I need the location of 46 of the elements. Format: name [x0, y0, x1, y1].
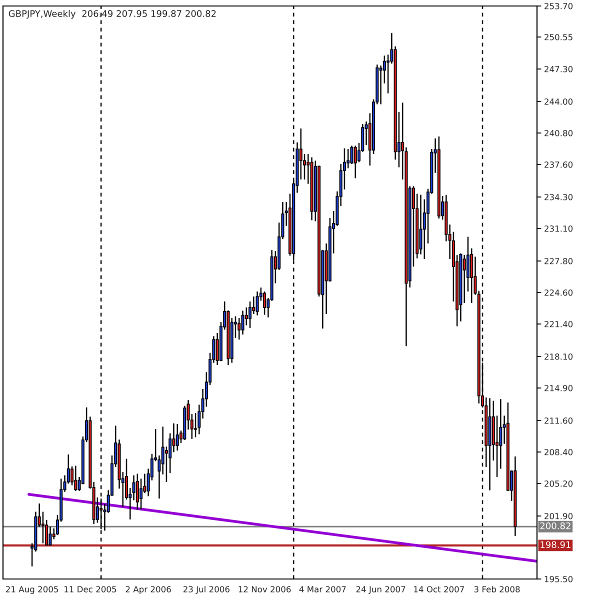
x-tick-label: 23 Jul 2006 [183, 586, 230, 594]
candlestick [136, 473, 139, 510]
y-tick-label: 253.70 [544, 2, 573, 10]
candlestick [252, 296, 256, 315]
y-tick-label: 205.20 [544, 480, 573, 487]
ref-line-label: 198.91 [540, 541, 570, 548]
y-tick-label: 247.30 [544, 66, 573, 72]
y-tick-label: 224.60 [544, 289, 573, 296]
candlestick [354, 145, 357, 179]
candlestick [176, 423, 179, 452]
candlestick [140, 478, 143, 510]
y-tick-label: 214.90 [544, 384, 573, 392]
y-tick-label: 231.10 [544, 225, 573, 232]
x-tick-label: 4 Mar 2007 [299, 586, 346, 592]
x-tick-label: 2 Apr 2006 [126, 586, 171, 594]
y-tick-label: 211.60 [544, 417, 573, 424]
y-tick-label: 195.50 [544, 576, 573, 582]
y-tick-label: 244.00 [544, 98, 573, 105]
y-tick-label: 237.60 [544, 161, 573, 168]
y-tick-label: 234.30 [544, 194, 573, 200]
x-tick-label: 12 Nov 2006 [238, 586, 291, 592]
chart-title: GBPJPY,Weekly 206.49 207.95 199.87 200.82 [8, 10, 216, 19]
candlestick [238, 317, 241, 340]
x-tick-label: 21 Aug 2005 [6, 586, 58, 594]
y-tick-label: 221.40 [544, 320, 573, 328]
candlestick [248, 300, 252, 329]
candlestick [379, 64, 382, 105]
y-tick-label: 201.90 [544, 512, 573, 520]
candlestick [241, 310, 244, 336]
y-tick-label: 227.80 [544, 258, 573, 264]
y-tick-label: 218.10 [544, 353, 573, 360]
x-tick-label: 24 Jun 2007 [356, 586, 406, 594]
candlestick [256, 290, 259, 316]
candlestick [74, 465, 78, 492]
y-tick-label: 240.80 [544, 130, 573, 136]
y-tick-label: 208.40 [544, 448, 573, 456]
candlestick [462, 254, 466, 304]
candlestick [263, 290, 266, 316]
ref-line-label: 200.82 [540, 522, 570, 530]
candlestick [350, 145, 354, 165]
x-tick-label: 11 Dec 2005 [64, 586, 116, 592]
x-tick-label: 3 Feb 2008 [474, 586, 520, 592]
x-tick-label: 14 Oct 2007 [414, 586, 464, 592]
candlestick [419, 194, 422, 256]
y-tick-label: 250.55 [544, 34, 572, 40]
candlestick [48, 526, 52, 546]
